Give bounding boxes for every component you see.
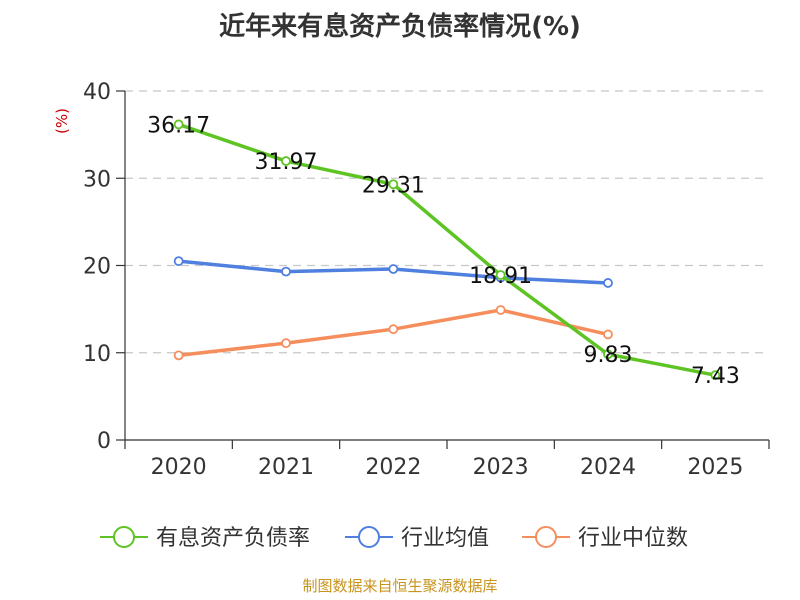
y-tick-label: 10	[83, 342, 111, 367]
series-line	[178, 122, 716, 377]
data-point	[388, 179, 399, 190]
data-point	[710, 370, 721, 381]
data-point	[388, 264, 399, 274]
data-label: 29.31	[362, 173, 425, 198]
x-tick-label: 2021	[258, 455, 314, 480]
data-point	[173, 350, 184, 361]
x-tick-label: 2022	[365, 455, 421, 480]
data-point	[281, 156, 291, 166]
data-point	[173, 119, 184, 130]
data-point	[603, 329, 613, 340]
data-point	[281, 338, 291, 349]
data-label: 18.91	[469, 264, 532, 289]
legend-marker	[535, 526, 557, 548]
y-tick-label: 20	[83, 255, 111, 280]
x-tick-label: 2020	[151, 455, 207, 480]
data-point	[603, 278, 613, 288]
legend-label: 有息资产负债率	[156, 526, 310, 551]
data-label: 31.97	[255, 150, 318, 175]
data-point	[388, 324, 399, 335]
x-tick-label: 2023	[473, 455, 529, 480]
legend-label: 行业均值	[401, 526, 489, 551]
x-tick-label: 2024	[580, 455, 636, 480]
source-footer: 制图数据来自恒生聚源数据库	[302, 577, 498, 595]
data-label: 7.43	[691, 364, 740, 389]
data-label: 9.83	[584, 343, 633, 368]
y-tick-label: 40	[83, 80, 111, 105]
legend-label: 行业中位数	[578, 526, 688, 551]
chart-title: 近年来有息资产负债率情况(%)	[219, 12, 581, 42]
data-point	[495, 305, 506, 315]
x-tick-label: 2025	[687, 455, 743, 480]
data-point	[603, 349, 613, 360]
data-point	[281, 266, 291, 277]
legend-marker	[113, 526, 135, 548]
data-point	[495, 270, 506, 280]
y-tick-label: 30	[83, 167, 111, 192]
legend-marker	[358, 526, 380, 548]
y-tick-label: 0	[97, 429, 111, 454]
data-label: 36.17	[147, 113, 210, 138]
data-point	[173, 256, 184, 267]
